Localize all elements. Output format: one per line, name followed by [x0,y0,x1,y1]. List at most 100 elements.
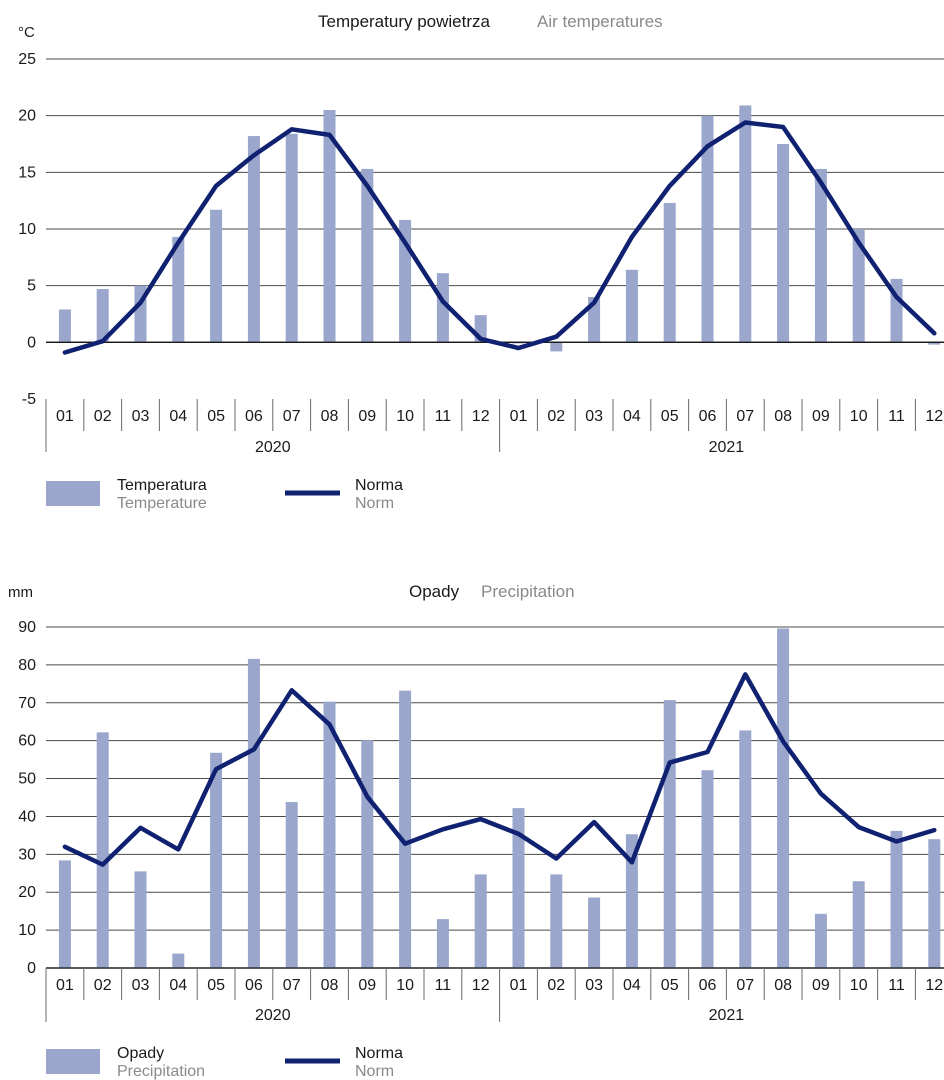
bar [928,342,941,345]
bar [210,209,223,343]
bar [588,897,601,968]
bar [323,110,336,343]
x-tick-label: 02 [547,977,565,994]
x-tick-label: 07 [736,977,754,994]
x-tick-label: 11 [888,977,905,994]
bar [361,168,374,343]
legend-line-label-en: Norm [355,1063,394,1080]
bar [663,202,676,343]
bar [701,770,714,968]
bar [436,919,449,968]
legend-line-label-en: Norm [355,495,394,512]
x-tick-label: 03 [585,408,603,425]
x-tick-label: 03 [132,977,150,994]
y-tick-label: 0 [27,960,36,977]
bar [814,168,827,343]
bar [96,289,109,343]
bar [323,701,336,968]
bar [96,732,109,968]
x-tick-label: 03 [585,977,603,994]
x-tick-label: 11 [435,408,452,425]
x-tick-label: 05 [661,408,679,425]
x-tick-label: 01 [510,977,528,994]
x-tick-label: 11 [888,408,905,425]
x-tick-label: 02 [94,408,112,425]
y-tick-label: 10 [18,922,36,939]
x-tick-label: 05 [207,977,225,994]
year-label: 2020 [255,1007,291,1024]
y-tick-label: -5 [22,391,36,408]
bar [739,105,752,343]
bar [399,690,412,968]
x-tick-label: 01 [56,977,74,994]
bar [701,115,714,343]
x-tick-label: 01 [510,408,528,425]
bar [58,309,71,343]
x-tick-label: 05 [207,408,225,425]
chart-title: Temperatury powietrza [318,12,491,31]
bar [247,658,260,968]
y-axis-unit: mm [8,584,33,601]
bar [550,874,563,968]
x-tick-label: 11 [435,977,452,994]
x-tick-label: 08 [774,977,792,994]
bar [550,342,563,352]
bar [210,752,223,968]
x-tick-label: 06 [245,977,263,994]
x-tick-label: 10 [396,977,414,994]
y-tick-label: 40 [18,808,36,825]
chart-title: Opady [409,582,460,601]
legend-bar-label: Opady [117,1045,164,1062]
x-tick-label: 01 [56,408,74,425]
x-tick-label: 04 [169,408,187,425]
bar [285,802,298,968]
x-tick-label: 07 [283,977,301,994]
y-tick-label: 30 [18,846,36,863]
y-tick-label: 5 [27,278,36,295]
year-label: 2021 [709,1007,745,1024]
x-tick-label: 05 [661,977,679,994]
x-tick-label: 02 [94,977,112,994]
y-tick-label: 90 [18,619,36,636]
bar [852,881,865,968]
x-tick-label: 12 [925,408,943,425]
y-tick-label: 60 [18,733,36,750]
legend-bar-label: Temperatura [117,477,207,494]
precipitation-chart: Opady Precipitation mm 01020304050607080… [8,582,944,1080]
x-tick-label: 10 [850,408,868,425]
x-tick-label: 10 [850,977,868,994]
bar [777,628,790,968]
x-tick-label: 06 [699,408,717,425]
bar [663,700,676,968]
x-tick-label: 12 [472,408,490,425]
y-tick-label: 0 [27,334,36,351]
bar [625,834,638,968]
bar [436,273,449,343]
y-tick-label: 10 [18,221,36,238]
x-tick-label: 09 [358,977,376,994]
year-label: 2021 [709,439,745,456]
x-tick-label: 09 [358,408,376,425]
legend-bar-label-en: Temperature [117,495,207,512]
x-tick-label: 04 [169,977,187,994]
bar [739,730,752,968]
x-tick-label: 09 [812,977,830,994]
norm-line [62,672,937,867]
bar [625,269,638,343]
y-tick-label: 25 [18,51,36,68]
bar [134,871,147,968]
legend-bar-swatch [46,1049,100,1074]
bar [172,236,185,343]
x-tick-label: 08 [321,977,339,994]
x-tick-label: 04 [623,977,641,994]
bar [512,808,525,968]
x-tick-label: 09 [812,408,830,425]
bar [474,874,487,968]
y-tick-label: 15 [18,164,36,181]
x-tick-label: 08 [774,408,792,425]
bar [247,136,260,343]
bar [814,913,827,968]
norm-line [62,120,937,355]
x-tick-label: 04 [623,408,641,425]
